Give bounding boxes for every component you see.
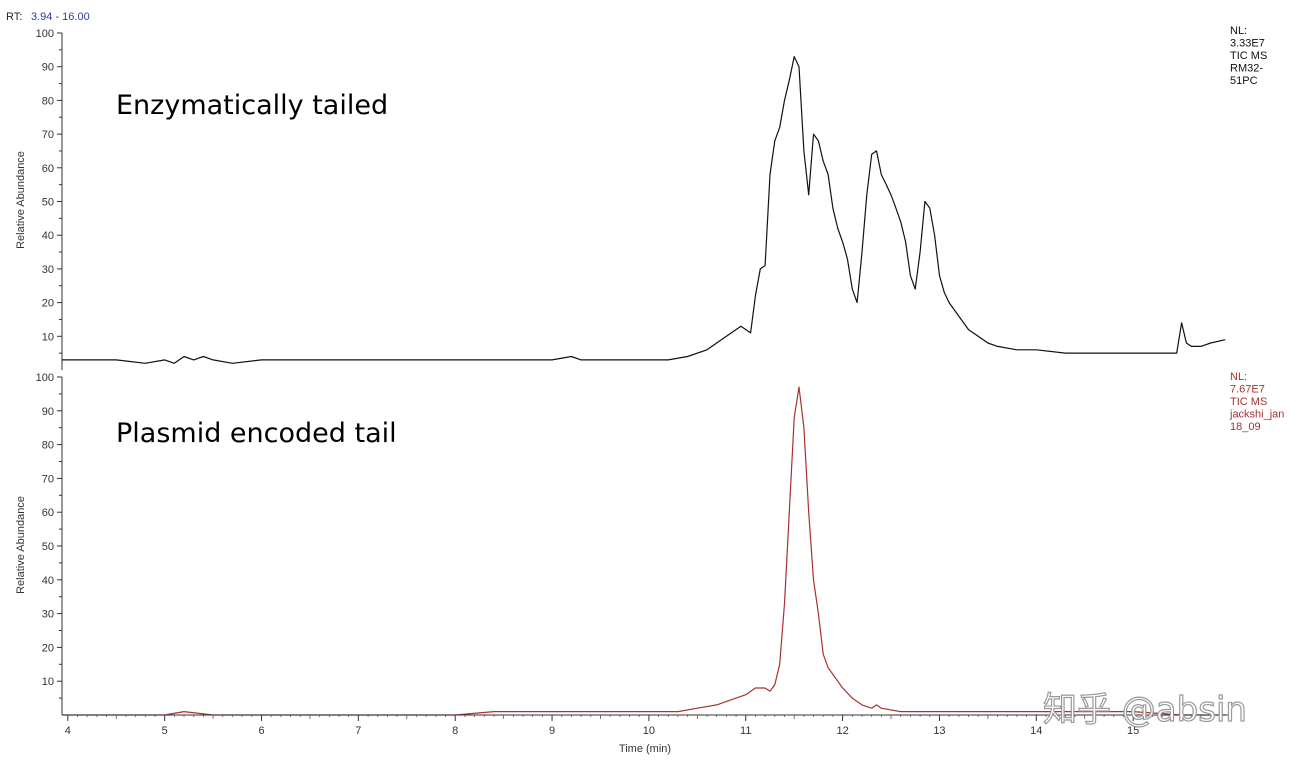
bottom-panel-plasmid-encoded: 10 20 30 40 50 60 70 80 90 100 Relative Abundance… xyxy=(15,371,1284,716)
y-tick-label: 60 xyxy=(42,507,54,519)
y-tick-label: 100 xyxy=(36,28,54,40)
x-tick-label: 13 xyxy=(933,725,945,737)
y-tick-label: 20 xyxy=(42,642,54,654)
bottom-y-ticks: 10 20 30 40 50 60 70 80 90 100 xyxy=(36,372,62,699)
x-tick-label: 11 xyxy=(740,725,751,737)
x-tick-label: 12 xyxy=(836,725,848,737)
info-line: 3.33E7 xyxy=(1230,38,1265,50)
y-tick-label: 40 xyxy=(42,230,54,242)
top-y-ticks: 10 20 30 40 50 60 70 80 90 100 xyxy=(36,28,62,354)
bottom-series-line xyxy=(62,386,1226,716)
y-tick-label: 70 xyxy=(42,129,54,141)
y-tick-label: 80 xyxy=(42,95,54,107)
info-line: TIC MS xyxy=(1230,50,1267,62)
x-tick-label: 10 xyxy=(643,725,655,737)
bottom-y-axis-title: Relative Abundance xyxy=(15,496,27,594)
y-tick-label: 90 xyxy=(42,406,54,418)
info-line: NL: xyxy=(1230,371,1247,383)
x-tick-label: 7 xyxy=(355,725,361,737)
top-series-line xyxy=(62,56,1226,364)
x-tick-label: 4 xyxy=(65,725,71,737)
info-line: RM32- xyxy=(1230,63,1263,75)
x-axis: 4 5 6 7 8 9 10 11 12 13 14 15 Time (min) xyxy=(62,714,1230,755)
x-ticks: 4 5 6 7 8 9 10 11 12 13 14 15 xyxy=(65,715,1221,737)
y-tick-label: 100 xyxy=(36,372,54,384)
x-axis-title: Time (min) xyxy=(619,743,671,755)
bottom-panel-label: Plasmid encoded tail xyxy=(116,418,397,449)
info-line: 51PC xyxy=(1230,75,1258,87)
info-line: jackshi_jan xyxy=(1229,409,1284,421)
y-tick-label: 20 xyxy=(42,298,54,310)
y-tick-label: 10 xyxy=(42,331,54,343)
y-tick-label: 50 xyxy=(42,541,54,553)
y-tick-label: 70 xyxy=(42,473,54,485)
y-tick-label: 10 xyxy=(42,676,54,688)
top-panel-label: Enzymatically tailed xyxy=(116,90,388,121)
top-panel-enzymatically-tailed: 10 20 30 40 50 60 70 80 90 100 Relative Abundance… xyxy=(15,25,1267,370)
top-y-axis-title: Relative Abundance xyxy=(15,151,27,249)
y-tick-label: 30 xyxy=(42,264,54,276)
watermark: 知乎 @absin xyxy=(1043,690,1247,730)
y-tick-label: 40 xyxy=(42,575,54,587)
y-tick-label: 30 xyxy=(42,609,54,621)
info-line: NL: xyxy=(1230,25,1247,37)
y-tick-label: 80 xyxy=(42,440,54,452)
x-tick-label: 14 xyxy=(1030,725,1042,737)
x-tick-label: 15 xyxy=(1127,725,1139,737)
y-tick-label: 60 xyxy=(42,163,54,175)
y-tick-label: 50 xyxy=(42,197,54,209)
x-tick-label: 8 xyxy=(452,725,458,737)
rt-label: RT: xyxy=(6,11,22,23)
x-tick-label: 6 xyxy=(258,725,264,737)
info-line: TIC MS xyxy=(1230,396,1267,408)
info-line: 18_09 xyxy=(1230,421,1261,433)
x-tick-label: 5 xyxy=(162,725,168,737)
y-tick-label: 90 xyxy=(42,62,54,74)
rt-range-value: 3.94 - 16.00 xyxy=(31,11,90,23)
x-tick-label: 9 xyxy=(549,725,555,737)
rt-range-header: RT: 3.94 - 16.00 xyxy=(6,11,90,23)
info-line: 7.67E7 xyxy=(1230,384,1265,396)
